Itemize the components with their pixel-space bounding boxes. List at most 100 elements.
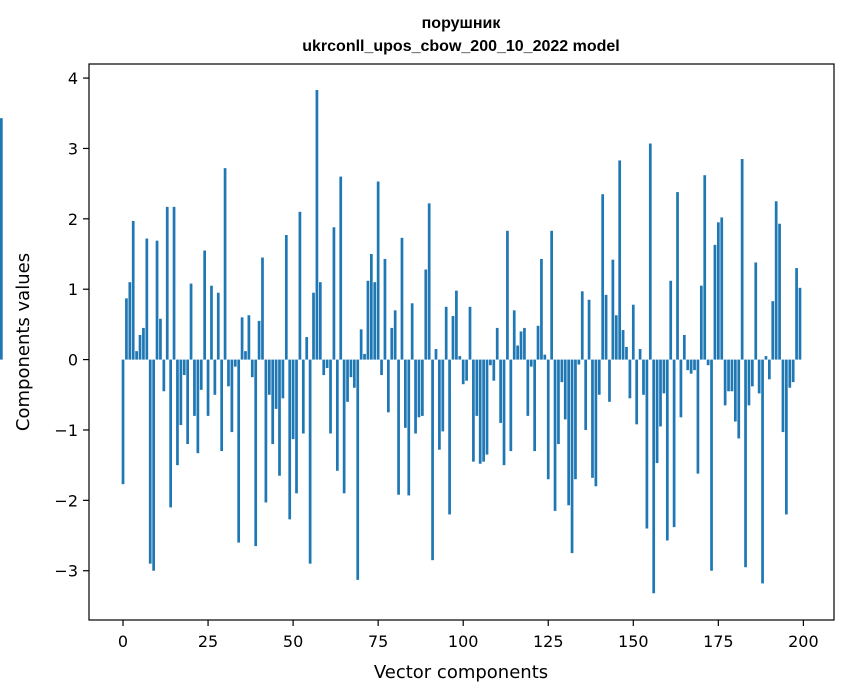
bar: [706, 359, 710, 366]
bar: [798, 287, 802, 360]
bar: [210, 285, 213, 360]
bar: [550, 230, 554, 360]
bar: [727, 359, 730, 392]
bar: [315, 90, 319, 360]
bar: [754, 262, 758, 360]
bar: [516, 345, 519, 360]
bar: [237, 359, 241, 543]
bar: [284, 235, 288, 360]
bar: [301, 359, 305, 434]
bar: [788, 359, 792, 388]
bar: [417, 359, 421, 418]
bar: [257, 320, 261, 360]
bar: [444, 306, 448, 360]
bar: [451, 315, 455, 360]
bar: [499, 359, 502, 423]
bar: [339, 176, 343, 360]
bar: [465, 359, 468, 381]
bar: [478, 359, 482, 464]
bar: [387, 359, 390, 413]
bar: [682, 334, 686, 360]
bar: [240, 317, 244, 360]
bar: [165, 206, 169, 360]
bar: [495, 327, 499, 360]
bar: [281, 359, 285, 399]
bar: [628, 359, 632, 399]
bar: [278, 359, 281, 476]
bar: [223, 168, 227, 360]
bar: [182, 359, 186, 376]
bar: [383, 258, 387, 360]
bar: [404, 359, 407, 428]
bar: [577, 359, 581, 365]
bar: [267, 359, 271, 395]
bar: [662, 359, 666, 394]
bar: [781, 359, 785, 433]
bar: [560, 359, 564, 383]
bar: [659, 359, 662, 427]
bar: [744, 359, 747, 568]
bar: [186, 359, 190, 445]
y-tick-label: 2: [68, 210, 78, 229]
bar: [312, 292, 315, 360]
bar: [774, 201, 778, 360]
bar: [621, 330, 625, 360]
y-tick-label: −2: [54, 491, 78, 510]
bar: [162, 359, 166, 392]
bar: [410, 303, 414, 360]
x-tick-label: 100: [448, 632, 479, 651]
bar: [638, 349, 642, 360]
bar: [512, 310, 516, 360]
bar: [148, 359, 152, 564]
x-tick-label: 0: [118, 632, 128, 651]
bar: [768, 359, 771, 380]
bar: [563, 359, 567, 420]
bar: [737, 359, 741, 439]
bar: [608, 359, 611, 402]
bar: [196, 359, 200, 454]
bar: [631, 304, 635, 360]
bar: [441, 359, 445, 432]
bar: [686, 359, 690, 371]
bar: [308, 359, 312, 564]
bar: [220, 359, 224, 452]
bar: [376, 181, 380, 360]
bar: [305, 337, 309, 360]
bar: [349, 359, 353, 378]
bar: [131, 220, 135, 360]
y-tick-label: 1: [68, 280, 78, 299]
chart-subtitle: ukrconll_upos_cbow_200_10_2022 model: [302, 38, 619, 55]
bar: [159, 318, 162, 360]
bar: [295, 359, 298, 494]
bar: [468, 306, 472, 360]
bar: [475, 359, 479, 416]
bar: [380, 359, 383, 376]
chart-title: порушник: [422, 15, 502, 32]
bar: [145, 238, 149, 360]
bar: [318, 282, 322, 360]
bar: [250, 359, 254, 378]
bar: [795, 268, 798, 360]
bar: [489, 359, 492, 366]
bar: [696, 359, 700, 474]
bar: [713, 244, 717, 360]
bar: [329, 359, 332, 434]
x-axis: 0 25 50 75 100 125 150 175 200: [118, 620, 819, 651]
bar: [438, 359, 441, 450]
bar: [0, 118, 3, 360]
x-tick-label: 200: [788, 632, 819, 651]
bar: [352, 359, 356, 388]
bar: [764, 356, 768, 360]
x-tick-label: 175: [703, 632, 734, 651]
bar: [580, 291, 584, 360]
bar: [703, 175, 707, 360]
bar: [264, 359, 268, 503]
x-axis-label: Vector components: [374, 662, 548, 683]
bar: [543, 354, 547, 360]
x-tick-label: 150: [618, 632, 649, 651]
bar: [138, 334, 142, 360]
bar: [274, 359, 278, 409]
bar: [536, 325, 540, 360]
bar: [397, 359, 400, 495]
bar: [155, 240, 159, 360]
